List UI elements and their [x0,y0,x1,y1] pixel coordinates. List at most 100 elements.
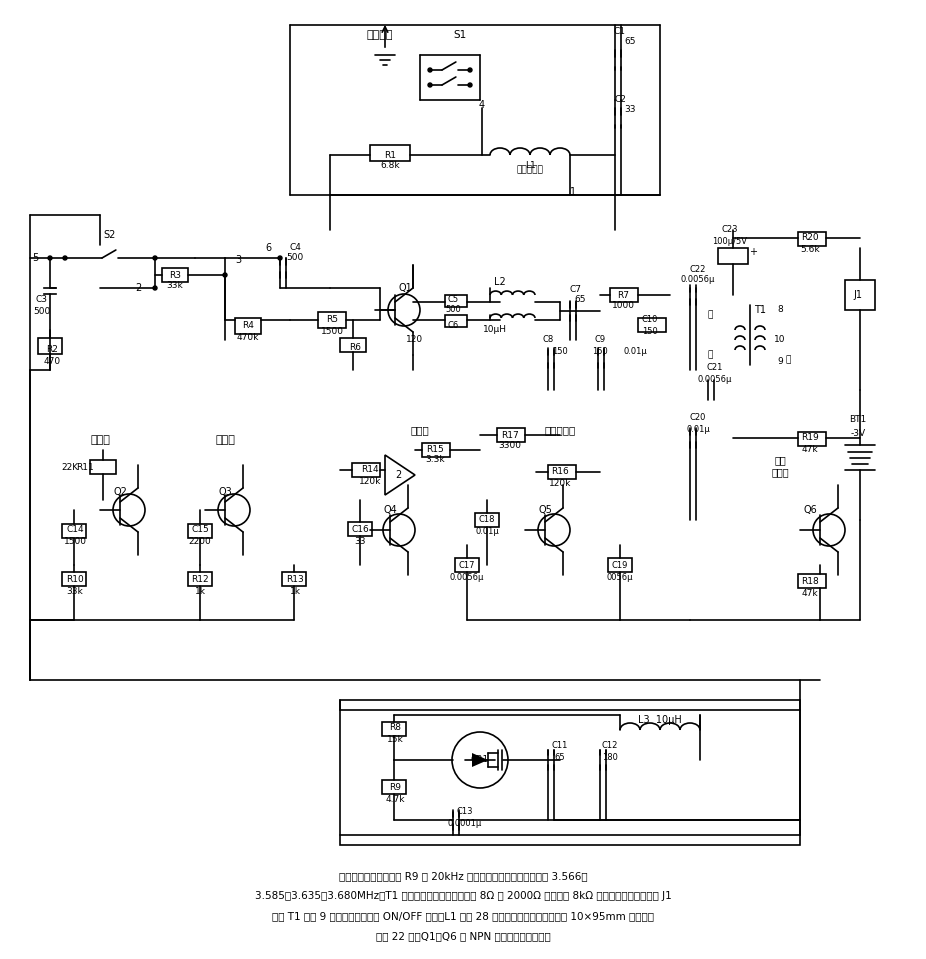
Text: S2: S2 [104,230,116,240]
Text: 470: 470 [44,358,60,366]
Bar [352,463,380,477]
Bar [475,513,499,527]
Text: R3: R3 [169,270,181,279]
Text: C4: C4 [289,244,301,252]
Text: R2: R2 [46,345,58,355]
Text: 120: 120 [407,336,423,344]
Text: 33: 33 [355,537,366,547]
Text: R6: R6 [349,343,361,353]
Text: C14: C14 [66,526,84,534]
Text: C2: C2 [614,96,626,105]
Text: 33k: 33k [67,588,83,596]
Text: 1k: 1k [290,588,301,596]
Text: L3  10μH: L3 10μH [638,715,682,725]
Circle shape [223,273,227,277]
Text: 0.0056μ: 0.0056μ [698,376,732,385]
Text: Q5: Q5 [538,505,552,515]
Text: C16: C16 [351,526,369,534]
Bar [282,572,306,586]
Text: L2: L2 [494,277,506,287]
Text: C8: C8 [543,336,554,344]
Bar [348,522,372,536]
Text: 100μ/5V: 100μ/5V [712,238,747,246]
Text: 65: 65 [574,295,586,305]
Text: R5: R5 [326,316,338,324]
Text: C21: C21 [707,363,723,372]
Text: 33: 33 [624,105,636,114]
Text: 上绕 22 圈。Q1～Q6 为 NPN 高频小信号晶体管。: 上绕 22 圈。Q1～Q6 为 NPN 高频小信号晶体管。 [376,931,550,941]
Text: R10: R10 [66,575,84,584]
Circle shape [428,68,432,72]
Bar [798,432,826,446]
Text: Q6: Q6 [803,505,817,515]
Text: 500: 500 [286,253,304,263]
Bar [188,572,212,586]
Text: 1: 1 [569,187,576,197]
Text: 0.01μ: 0.01μ [686,426,710,434]
Circle shape [468,68,472,72]
Text: 500: 500 [33,308,51,316]
Text: Q1: Q1 [398,283,412,293]
Text: C18: C18 [479,516,495,525]
Text: 0056μ: 0056μ [607,573,633,581]
Text: C20: C20 [690,413,707,423]
Text: 1k: 1k [194,588,206,596]
Text: 4: 4 [479,100,485,110]
Text: 10μH: 10μH [483,325,507,335]
Text: 1500: 1500 [64,537,86,547]
Text: 音频: 音频 [774,455,786,465]
Text: 0.0056μ: 0.0056μ [450,573,484,581]
Text: 3: 3 [235,255,241,265]
Text: J1: J1 [854,290,862,300]
Text: C9: C9 [594,336,606,344]
Text: 2: 2 [135,283,141,293]
Text: 0.01μ: 0.01μ [475,527,499,536]
Text: 2: 2 [394,470,401,480]
Text: R16: R16 [551,467,569,477]
Text: 1500: 1500 [320,328,344,337]
Text: C1: C1 [614,28,626,36]
Text: C11: C11 [552,740,569,750]
Bar [340,338,366,352]
Text: R12: R12 [191,575,208,584]
Circle shape [48,256,52,260]
Text: C12: C12 [602,740,619,750]
Bar [608,558,632,572]
Text: 放大器: 放大器 [771,467,789,477]
Text: C17: C17 [458,560,475,570]
Text: 120k: 120k [358,478,382,486]
Text: 检波器: 检波器 [410,425,430,435]
Text: 500: 500 [445,306,461,315]
Text: 音频放大器: 音频放大器 [544,425,576,435]
Text: C23: C23 [721,225,738,235]
Text: CR1: CR1 [471,756,489,764]
Text: 15k: 15k [387,736,404,744]
Text: C19: C19 [612,560,628,570]
Text: 9: 9 [777,358,782,366]
Text: R13: R13 [286,575,304,584]
Text: 10: 10 [774,336,786,344]
Text: 120k: 120k [549,480,571,488]
Text: C5: C5 [447,295,458,305]
Text: 65: 65 [555,753,565,761]
Circle shape [278,256,282,260]
Text: 黑: 黑 [707,311,713,319]
Text: Q4: Q4 [383,505,397,515]
Text: R8: R8 [389,723,401,733]
Text: 65: 65 [624,37,636,46]
Text: Q2: Q2 [113,487,127,497]
Text: C22: C22 [690,266,707,274]
Text: 33k: 33k [167,280,183,290]
Text: C7: C7 [569,286,581,294]
Polygon shape [472,753,488,767]
Text: T1: T1 [754,305,766,315]
Text: 辨向天线: 辨向天线 [367,30,394,40]
Text: L1: L1 [525,160,535,170]
Bar [422,443,450,457]
Text: 0.01μ: 0.01μ [623,347,647,357]
Circle shape [468,83,472,87]
Text: S1: S1 [454,30,467,40]
Text: R9: R9 [389,784,401,792]
Text: 3.3k: 3.3k [425,456,444,464]
Text: C6: C6 [447,320,458,330]
